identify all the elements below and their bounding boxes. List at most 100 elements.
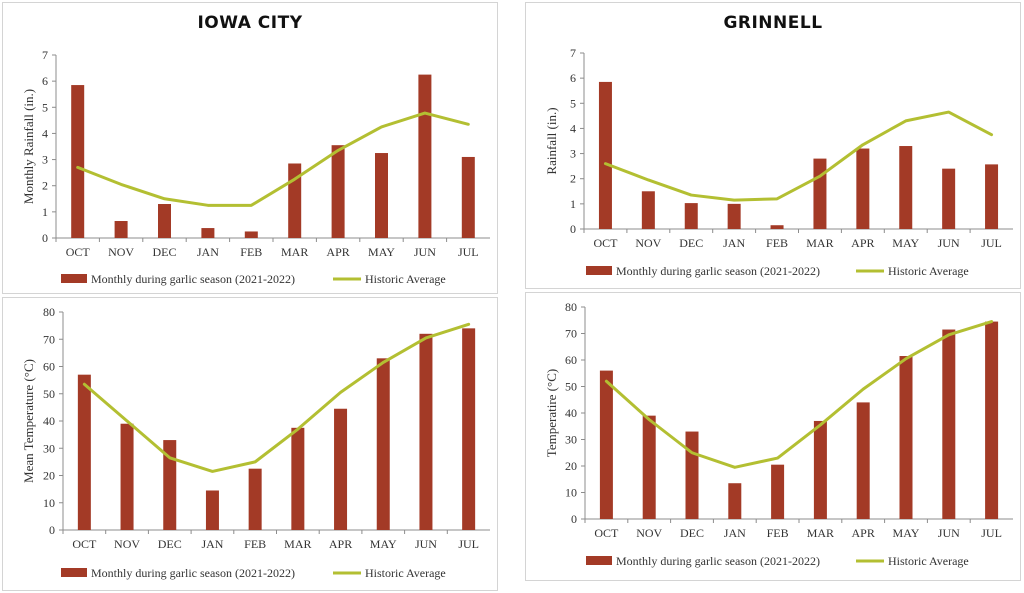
bar-oct	[598, 81, 612, 230]
bar-jan	[205, 490, 219, 530]
bar-jan	[201, 228, 215, 238]
x-tick-label: OCT	[72, 537, 97, 551]
grinnell-temperature-chart: 0 10 20 30 40 50 60 70 80 Temperatire (°C) OCT NOV D…	[544, 300, 1013, 568]
x-tick-label: JAN	[201, 537, 223, 551]
y-tick-label: 70	[565, 327, 577, 341]
x-tick-label: NOV	[636, 526, 662, 540]
y-tick-label: 5	[570, 96, 576, 110]
x-tick-label: JUN	[938, 526, 960, 540]
bar-dec	[684, 203, 698, 229]
x-tick-label: JUL	[981, 236, 1002, 250]
bar-may	[899, 146, 913, 229]
legend-historic-label: Historic Average	[888, 554, 969, 568]
x-tick-label: OCT	[593, 236, 618, 250]
y-tick-label: 5	[42, 100, 48, 114]
y-tick-label: 3	[42, 153, 48, 167]
y-tick-label: 0	[42, 231, 48, 245]
x-tick-label: APR	[326, 245, 349, 259]
bar-apr	[856, 148, 870, 229]
bar-jun	[942, 329, 956, 519]
y-tick-label: 1	[42, 205, 48, 219]
x-tick-label: FEB	[244, 537, 266, 551]
y-tick-label: 6	[570, 71, 576, 85]
x-tick-label: MAY	[892, 236, 919, 250]
bar-oct	[71, 85, 85, 238]
y-tick-label: 20	[43, 469, 55, 483]
grinnell-rainfall-chart: 0 1 2 3 4 5 6 7 Rainfall (in.) OCT NOV DEC JAN FEB MAR…	[544, 46, 1013, 278]
x-tick-label: MAY	[370, 537, 397, 551]
y-tick-label: 30	[565, 433, 577, 447]
y-tick-label: 6	[42, 74, 48, 88]
bar-feb	[244, 231, 258, 238]
x-tick-label: APR	[851, 236, 874, 250]
bar-feb	[770, 225, 784, 229]
x-tick-label: MAR	[806, 236, 833, 250]
x-tick-label: NOV	[108, 245, 134, 259]
y-tick-label: 60	[565, 353, 577, 367]
y-tick-label: 80	[565, 300, 577, 314]
y-tick-label: 50	[43, 387, 55, 401]
x-tick-label: APR	[329, 537, 352, 551]
bar-dec	[685, 431, 699, 519]
bar-apr	[331, 145, 345, 238]
bar-feb	[248, 468, 262, 530]
y-tick-label: 7	[570, 46, 576, 60]
y-tick-label: 30	[43, 441, 55, 455]
x-tick-label: NOV	[114, 537, 140, 551]
x-tick-label: DEC	[680, 526, 704, 540]
x-tick-label: DEC	[153, 245, 177, 259]
iowa-city-temperature-chart: 0 10 20 30 40 50 60 70 80 Mean Temperature (°C) OC…	[21, 305, 490, 580]
x-tick-label: JUN	[938, 236, 960, 250]
bar-dec	[158, 204, 171, 238]
bar-may	[899, 356, 913, 519]
y-tick-label: 4	[570, 121, 576, 135]
bar-jul	[985, 321, 999, 519]
y-axis-label: Temperatire (°C)	[544, 369, 559, 457]
bar-apr	[334, 408, 348, 530]
bar-mar	[291, 427, 305, 530]
x-tick-label: OCT	[594, 526, 619, 540]
y-tick-label: 50	[565, 380, 577, 394]
bar-may	[376, 358, 390, 530]
y-axis-label: Rainfall (in.)	[544, 107, 559, 174]
legend-monthly-label: Monthly during garlic season (2021-2022)	[616, 264, 820, 278]
bar-nov	[114, 221, 128, 238]
legend-monthly-label: Monthly during garlic season (2021-2022)	[616, 554, 820, 568]
x-tick-label: FEB	[767, 526, 789, 540]
bar-jan	[728, 483, 742, 519]
x-tick-label: JUL	[458, 537, 479, 551]
legend-monthly-label: Monthly during garlic season (2021-2022)	[91, 566, 295, 580]
x-tick-label: MAR	[807, 526, 834, 540]
y-tick-label: 2	[570, 172, 576, 186]
historic-average-line	[82, 322, 471, 473]
y-axis-label: Mean Temperature (°C)	[21, 359, 36, 483]
bar-jun	[419, 333, 433, 530]
y-tick-label: 20	[565, 459, 577, 473]
x-tick-label: JUN	[415, 537, 437, 551]
x-tick-label: JAN	[724, 526, 746, 540]
y-tick-label: 70	[43, 332, 55, 346]
bar-oct	[77, 374, 91, 530]
bar-jun	[942, 168, 956, 229]
x-tick-label: OCT	[66, 245, 91, 259]
x-tick-label: JUN	[414, 245, 436, 259]
y-tick-label: 0	[571, 512, 577, 526]
y-tick-label: 7	[42, 48, 48, 62]
y-axis-label: Monthly Rainfall (in.)	[21, 89, 36, 204]
bar-jul	[461, 156, 475, 238]
y-tick-label: 80	[43, 305, 55, 319]
y-tick-label: 0	[570, 222, 576, 236]
y-tick-label: 1	[570, 197, 576, 211]
legend-bar-swatch	[586, 556, 612, 565]
legend-historic-label: Historic Average	[365, 272, 446, 286]
legend-bar-swatch	[61, 274, 87, 283]
x-tick-label: FEB	[240, 245, 262, 259]
x-tick-label: MAR	[284, 537, 311, 551]
bar-jul	[462, 328, 476, 530]
legend-historic-label: Historic Average	[365, 566, 446, 580]
bar-nov	[642, 415, 656, 519]
grinnell-rainfall-panel: GRINNELL 0 1 2 3 4 5 6 7 Rainfall (in.) OCT NOV DEC…	[525, 2, 1021, 289]
y-tick-label: 0	[49, 523, 55, 537]
x-tick-label: JAN	[197, 245, 219, 259]
y-tick-label: 10	[565, 486, 577, 500]
